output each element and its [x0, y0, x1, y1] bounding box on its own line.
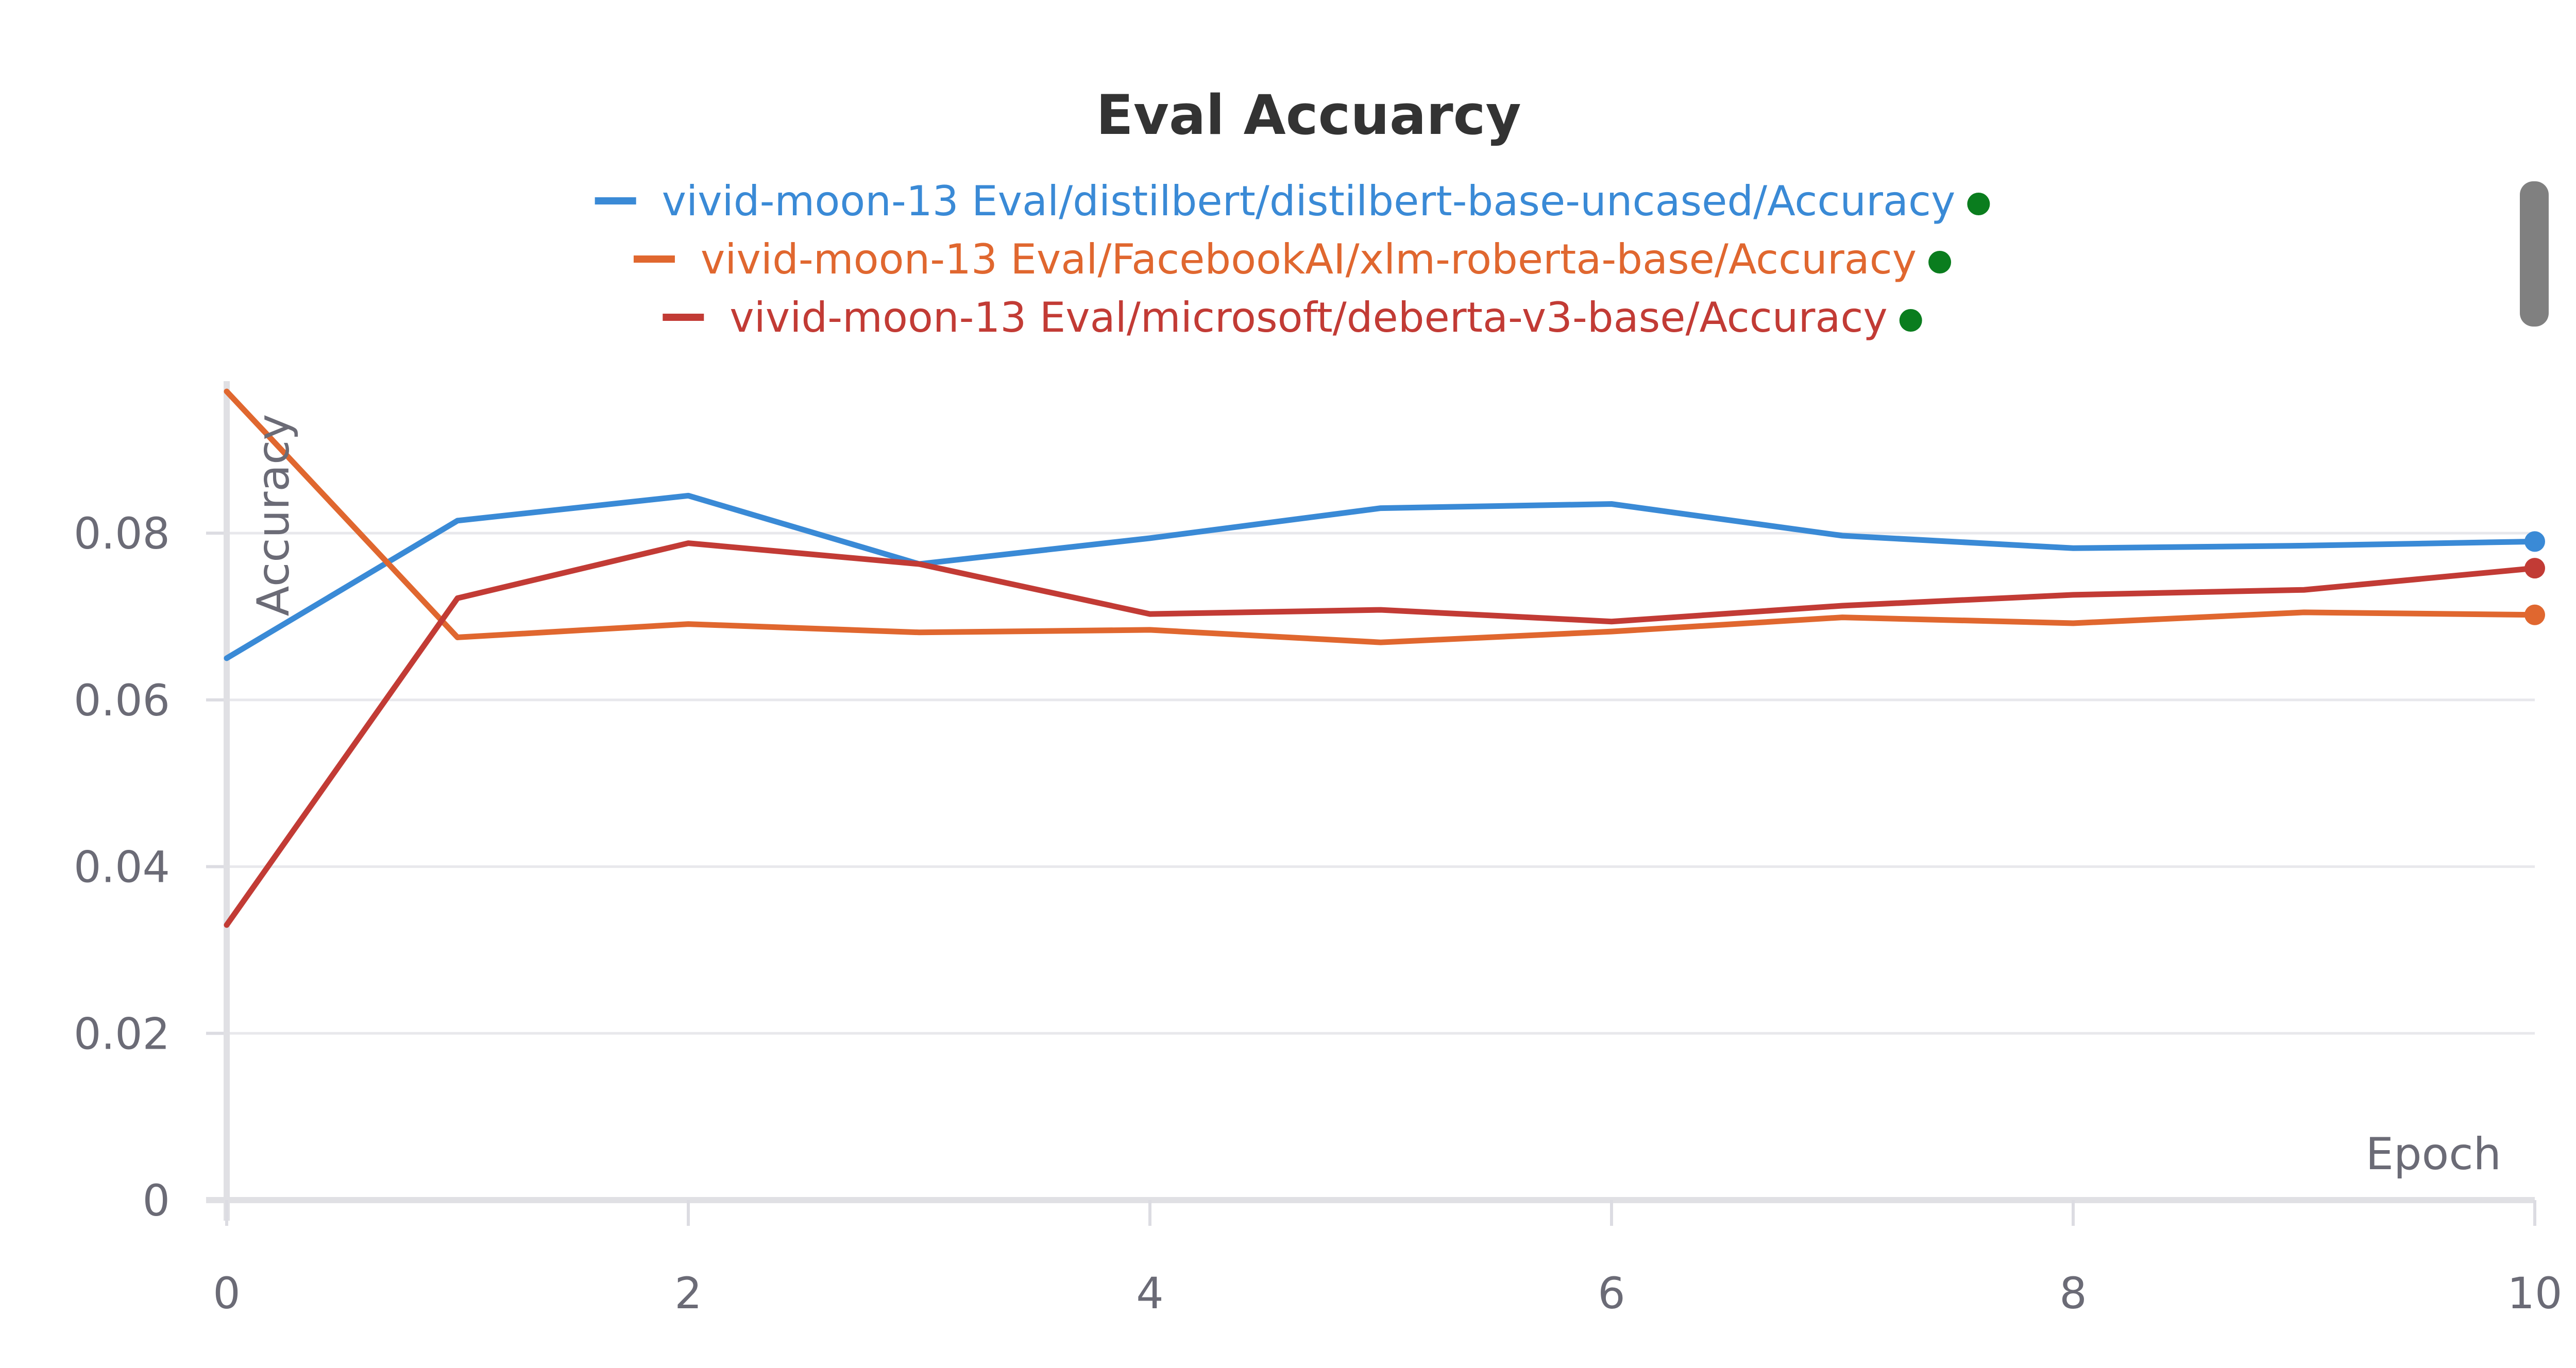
x-tick-label: 6 — [1598, 1268, 1625, 1319]
y-tick-label: 0 — [143, 1175, 170, 1226]
legend: vivid-moon-13 Eval/distilbert/distilbert… — [595, 177, 1990, 341]
legend-item-1: vivid-moon-13 Eval/FacebookAI/xlm-robert… — [633, 235, 1952, 283]
series-end-point-2 — [2524, 558, 2545, 579]
y-tick-label: 0.02 — [74, 1008, 170, 1059]
series-end-point-1 — [2524, 604, 2545, 625]
y-tick-label: 0.08 — [74, 508, 170, 559]
series-line-1 — [224, 388, 2538, 645]
x-axis-label: Epoch — [2366, 1128, 2501, 1180]
x-tick-label: 0 — [213, 1268, 240, 1319]
axes: 0 0.02 0.04 0.06 0.08 0 2 4 6 8 10 — [74, 381, 2562, 1319]
x-tick-label: 10 — [2507, 1268, 2563, 1319]
series-end-point-0 — [2524, 531, 2545, 552]
y-axis-label: Accuracy — [248, 414, 299, 617]
legend-label-1: vivid-moon-13 Eval/FacebookAI/xlm-robert… — [701, 235, 1917, 283]
legend-status-dot-0 — [1967, 193, 1990, 215]
series-line-0 — [224, 492, 2538, 661]
x-tick-label: 4 — [1136, 1268, 1163, 1319]
legend-label-2: vivid-moon-13 Eval/microsoft/deberta-v3-… — [730, 294, 1887, 341]
series-line-2 — [224, 540, 2538, 928]
chart-title: Eval Accuarcy — [1096, 83, 1521, 147]
x-tick-label: 8 — [2059, 1268, 2087, 1319]
legend-status-dot-2 — [1899, 309, 1922, 332]
legend-scrollbar-handle[interactable] — [2520, 181, 2549, 327]
legend-status-dot-1 — [1928, 251, 1952, 273]
legend-item-0: vivid-moon-13 Eval/distilbert/distilbert… — [595, 177, 1990, 225]
legend-label-0: vivid-moon-13 Eval/distilbert/distilbert… — [662, 177, 1956, 225]
series-group — [224, 388, 2545, 928]
y-tick-label: 0.04 — [74, 842, 170, 893]
legend-item-2: vivid-moon-13 Eval/microsoft/deberta-v3-… — [663, 294, 1922, 341]
x-tick-label: 2 — [674, 1268, 702, 1319]
y-tick-label: 0.06 — [74, 675, 170, 726]
grid — [227, 532, 2535, 1035]
